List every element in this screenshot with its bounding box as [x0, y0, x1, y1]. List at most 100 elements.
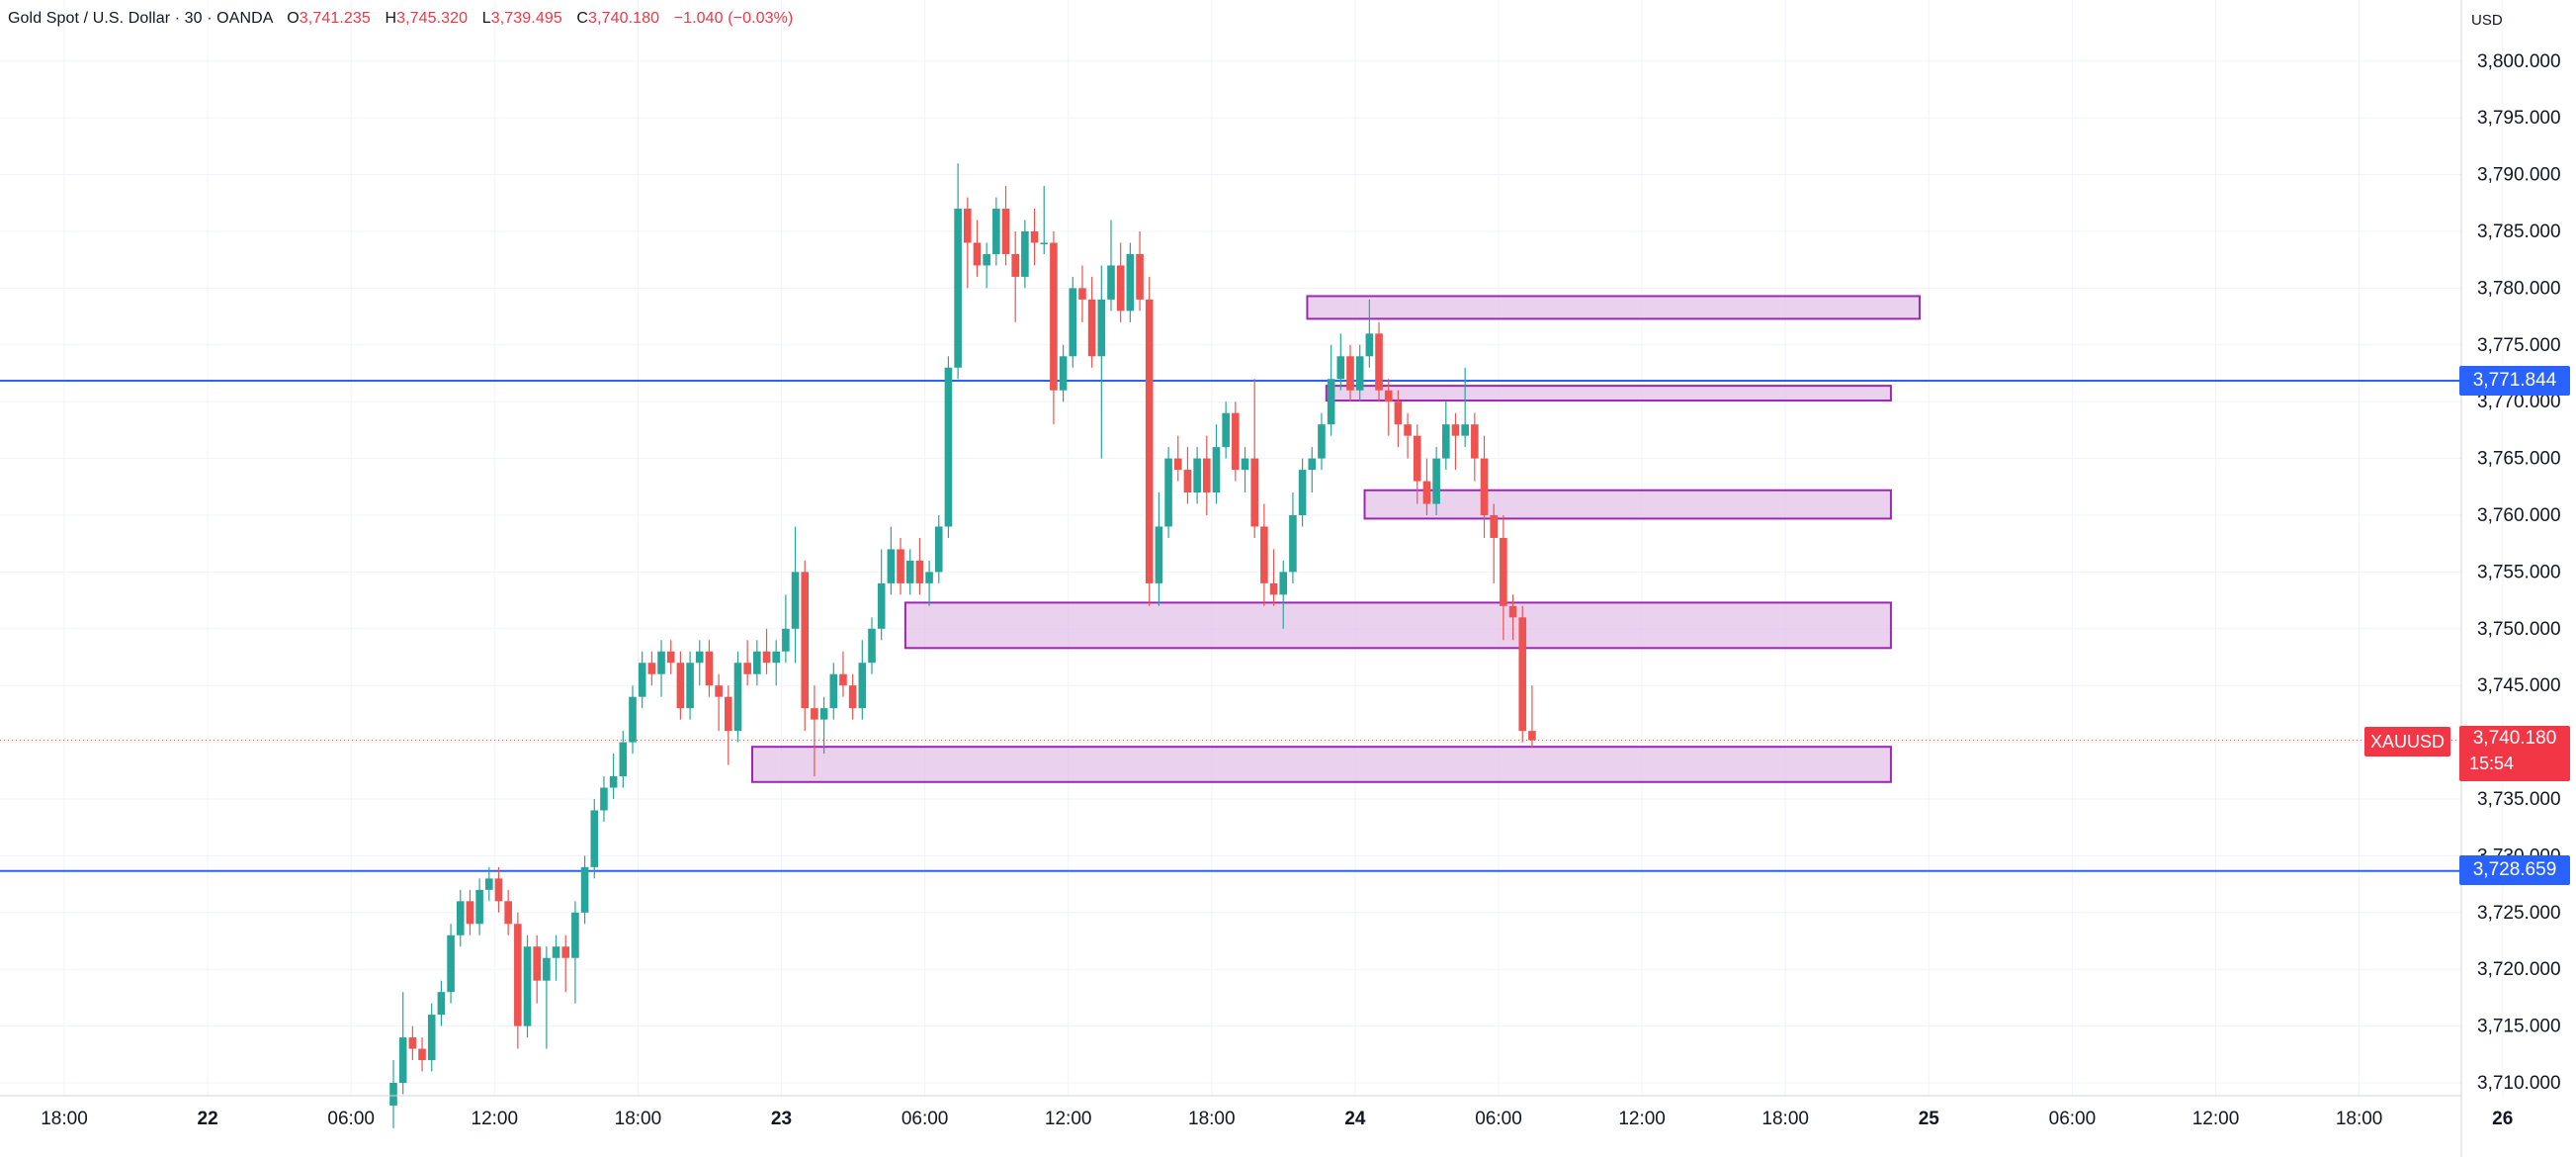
candle: [494, 866, 503, 913]
candle-body: [1500, 537, 1507, 606]
high-label: H: [385, 10, 397, 27]
candle-body: [1241, 458, 1249, 471]
low-label: L: [481, 10, 491, 27]
candle: [1222, 401, 1230, 459]
close-value: 3,740.180: [588, 10, 660, 27]
candle: [934, 515, 943, 583]
chart-legend: Gold Spot / U.S. Dollar · 30 · OANDA O 3,…: [8, 10, 793, 28]
candle: [1394, 390, 1403, 448]
candle: [829, 663, 838, 720]
candle-body: [733, 663, 742, 732]
supply-demand-zone: [1325, 385, 1892, 402]
candle-body: [638, 663, 646, 697]
candle-body: [1030, 231, 1039, 243]
candle: [954, 163, 962, 380]
candle-body: [552, 946, 560, 958]
candle-body: [858, 663, 867, 709]
candle: [389, 1060, 397, 1128]
candle-body: [408, 1037, 417, 1049]
candle: [858, 640, 867, 720]
candle-body: [695, 651, 704, 664]
candle: [1069, 276, 1077, 368]
candle-body: [839, 673, 847, 686]
candle: [1432, 447, 1440, 515]
candle-body: [561, 946, 570, 958]
candle: [1442, 401, 1450, 471]
candle: [561, 934, 570, 993]
candle: [504, 889, 512, 935]
candle-body: [1318, 424, 1326, 459]
candle: [887, 526, 896, 595]
candle: [925, 560, 933, 606]
y-tick-label: 3,745.000: [2477, 675, 2561, 696]
candle-body: [657, 651, 665, 674]
candle: [1279, 560, 1288, 629]
currency-label[interactable]: USD: [2471, 12, 2503, 29]
candle-body: [1011, 253, 1019, 277]
candle-body: [600, 787, 608, 811]
candle: [1164, 447, 1172, 538]
candle: [1355, 344, 1364, 402]
candle: [725, 685, 732, 765]
x-tick-label: 12:00: [2192, 1109, 2240, 1129]
candle-body: [934, 526, 943, 573]
last-price-value: 3,740.180: [2472, 728, 2557, 749]
candle-body: [1232, 412, 1240, 471]
symbol-title: Gold Spot / U.S. Dollar · 30 · OANDA: [8, 10, 273, 27]
candle: [944, 356, 953, 538]
low-value: 3,739.495: [490, 10, 562, 27]
x-tick-label: 06:00: [2049, 1109, 2097, 1129]
y-tick-label: 3,725.000: [2477, 903, 2561, 924]
candle: [437, 980, 446, 1026]
candle-body: [705, 651, 714, 686]
candle: [1327, 344, 1335, 436]
candle: [1155, 492, 1163, 606]
candle-body: [829, 673, 838, 709]
candle-body: [743, 663, 751, 674]
candle: [590, 799, 599, 879]
candle-body: [905, 560, 914, 583]
candle: [868, 617, 876, 674]
x-tick-label: 12:00: [472, 1109, 519, 1129]
candle-body: [1059, 356, 1068, 391]
x-tick-label: 18:00: [1188, 1109, 1236, 1129]
candle-body: [915, 560, 924, 583]
candle-body: [1097, 299, 1106, 357]
candle-body: [676, 663, 685, 709]
candle: [964, 197, 972, 289]
candle: [1528, 685, 1536, 749]
candle: [1384, 379, 1393, 436]
candle: [1059, 344, 1068, 402]
candle: [1471, 412, 1479, 482]
horizontal-lines: [0, 380, 2461, 872]
candle: [897, 537, 904, 595]
candle-body: [533, 946, 541, 981]
y-tick-label: 3,775.000: [2477, 335, 2561, 356]
candle: [1001, 186, 1010, 266]
candle-body: [1145, 299, 1154, 583]
candle: [705, 640, 714, 697]
y-tick-label: 3,795.000: [2477, 108, 2561, 129]
candle-body: [1490, 515, 1498, 538]
candle: [571, 901, 579, 1004]
candle-body: [666, 651, 675, 664]
open-label: O: [287, 10, 300, 27]
y-tick-label: 3,710.000: [2477, 1073, 2561, 1094]
candle-body: [811, 708, 818, 720]
candle-body: [514, 924, 522, 1026]
candle: [905, 549, 914, 595]
candle: [1260, 503, 1268, 606]
candle: [1461, 367, 1469, 448]
candle: [1518, 605, 1527, 743]
candle: [1365, 299, 1374, 368]
candle: [1318, 412, 1326, 471]
candle-body: [590, 810, 599, 867]
candle: [514, 912, 522, 1049]
candle: [1040, 186, 1049, 254]
y-tick-label: 3,790.000: [2477, 165, 2561, 186]
change-value: −1.040 (−0.03%): [673, 10, 794, 27]
candle: [1250, 379, 1258, 538]
candle: [753, 640, 761, 686]
